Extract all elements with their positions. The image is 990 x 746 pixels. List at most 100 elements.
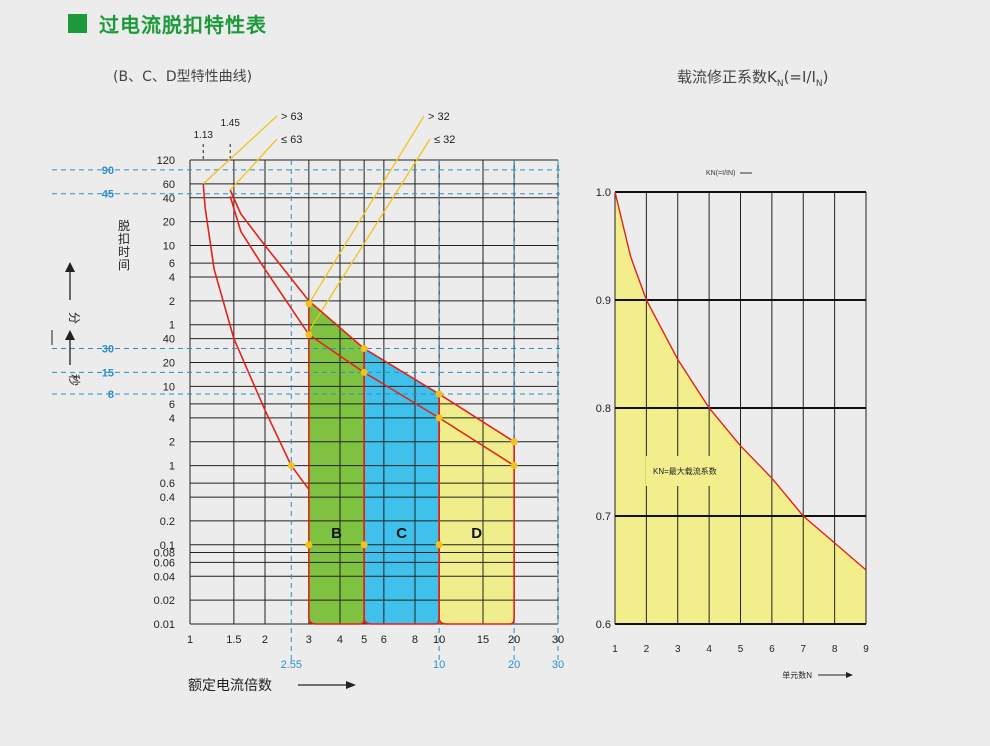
y-tick-label: 20 <box>163 217 175 229</box>
y-tick-label: 0.6 <box>596 619 611 631</box>
arrow-right-icon <box>346 681 356 689</box>
correction-curve <box>614 191 867 571</box>
top-label: KN(=I/IN) <box>706 170 735 177</box>
y-tick-label: 2 <box>169 296 175 308</box>
y-tick-label: 10 <box>163 381 175 393</box>
guide-label: ≤ 32 <box>434 134 455 146</box>
x-marker-label: 20 <box>508 659 520 671</box>
y-tick-label: 40 <box>163 193 175 205</box>
x-marker-label: 10 <box>433 659 445 671</box>
x-marker-label: 30 <box>552 659 564 671</box>
x-tick-label: 3 <box>675 644 681 655</box>
y-tick-label: 20 <box>163 358 175 370</box>
y-marker-label: 45 <box>102 189 114 201</box>
y-tick-label: 0.06 <box>154 557 175 569</box>
data-point <box>360 345 368 353</box>
arrow-up-icon <box>65 262 75 272</box>
data-point <box>510 462 518 470</box>
y-tick-label: 2 <box>169 437 175 449</box>
y-tick-label: 1.0 <box>596 187 611 199</box>
x-tick-label: 1 <box>612 644 618 655</box>
data-point <box>287 462 295 470</box>
annotation-text: KN=最大载流系数 <box>653 466 717 476</box>
data-point <box>305 541 313 549</box>
unit-minutes: 分 <box>67 312 81 324</box>
y-tick-label: 6 <box>169 399 175 411</box>
page-title: 过电流脱扣特性表 <box>68 9 267 37</box>
guide-line <box>308 115 425 305</box>
x-axis-title: 单元数N <box>782 670 812 680</box>
y-axis-label: 时 <box>118 245 130 259</box>
arrow-right-icon <box>846 672 853 678</box>
x-tick-label: 6 <box>769 644 775 655</box>
guide-label: > 32 <box>428 111 450 123</box>
zone-letter: B <box>331 525 342 542</box>
zone-boundary <box>438 394 515 625</box>
data-point <box>435 390 443 398</box>
y-tick-label: 0.9 <box>596 295 611 307</box>
x-tick-label: 9 <box>863 644 869 655</box>
y-marker-label: 90 <box>102 165 114 177</box>
annotation-box <box>646 456 730 486</box>
unit-seconds: 秒 <box>67 374 81 386</box>
y-tick-label: 1 <box>169 320 175 332</box>
x-tick-label: 1 <box>187 634 193 646</box>
y-marker-label: 30 <box>102 344 114 356</box>
y-tick-label: 0.08 <box>154 547 175 559</box>
y-tick-label: 0.7 <box>596 511 611 523</box>
data-point <box>435 414 443 422</box>
y-marker-label: 15 <box>102 367 114 379</box>
x-marker-label: 2.55 <box>281 659 302 671</box>
x-axis-title: 额定电流倍数 <box>188 677 272 693</box>
x-tick-label: 4 <box>706 644 712 655</box>
title-square-icon <box>68 13 87 33</box>
x-tick-label: 5 <box>738 644 744 655</box>
guide-line <box>229 138 278 191</box>
y-tick-label: 6 <box>169 258 175 270</box>
y-tick-label: 4 <box>169 413 175 425</box>
data-point <box>510 438 518 446</box>
x-tick-label: 2 <box>262 634 268 646</box>
zone-letter: D <box>471 525 482 542</box>
x-tick-label: 8 <box>832 644 838 655</box>
arrow-up-icon <box>65 330 75 340</box>
data-point <box>360 368 368 376</box>
y-tick-label: 0.6 <box>160 478 175 490</box>
guide-line <box>308 138 431 332</box>
data-point <box>435 541 443 549</box>
x-top-label: 1.45 <box>220 118 240 129</box>
x-tick-label: 7 <box>800 644 806 655</box>
y-tick-label: 0.01 <box>154 619 175 631</box>
left-chart-subtitle: (B、C、D型特性曲线) <box>113 69 253 85</box>
guide-label: ≤ 63 <box>281 134 302 146</box>
x-tick-label: 3 <box>306 634 312 646</box>
y-tick-label: 10 <box>163 240 175 252</box>
y-tick-label: 0.04 <box>154 571 175 583</box>
data-point <box>305 331 313 339</box>
y-marker-label: 8 <box>108 389 114 401</box>
y-tick-label: 0.1 <box>160 540 175 552</box>
y-tick-label: 0.4 <box>160 492 175 504</box>
title-text: 过电流脱扣特性表 <box>99 12 267 37</box>
y-tick-label: 120 <box>157 155 175 167</box>
x-top-label: 1.13 <box>193 130 213 141</box>
zone-b <box>308 300 365 624</box>
y-tick-label: 60 <box>163 179 175 191</box>
x-tick-label: 8 <box>412 634 418 646</box>
x-tick-label: 4 <box>337 634 343 646</box>
x-tick-label: 1.5 <box>226 634 241 646</box>
x-tick-label: 6 <box>381 634 387 646</box>
y-tick-label: 0.8 <box>596 403 611 415</box>
data-point <box>305 300 313 308</box>
zone-letter: C <box>396 525 407 542</box>
guide-line <box>202 115 278 185</box>
guide-label: > 63 <box>281 111 303 123</box>
zone-d <box>439 394 515 624</box>
x-tick-label: 2 <box>644 644 650 655</box>
y-tick-label: 40 <box>163 334 175 346</box>
y-tick-label: 0.02 <box>154 595 175 607</box>
y-tick-label: 1 <box>169 461 175 473</box>
y-axis-label: 间 <box>118 258 130 272</box>
data-point <box>360 541 368 549</box>
